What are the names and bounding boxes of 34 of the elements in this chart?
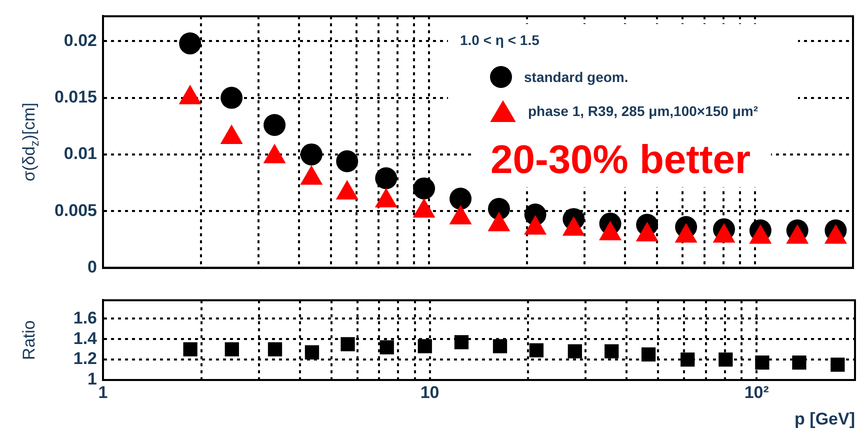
y-axis-title: Ratio bbox=[20, 320, 39, 360]
x-tick-label: 10² bbox=[744, 382, 770, 402]
point bbox=[680, 352, 695, 367]
legend-label: standard geom. bbox=[524, 69, 628, 86]
y-tick-label: 0 bbox=[88, 257, 97, 276]
y-tick-label: 0.01 bbox=[64, 144, 97, 164]
y-tick-label: 0.005 bbox=[54, 200, 97, 220]
x-tick-label: 10 bbox=[420, 382, 440, 402]
x-axis-title: p [GeV] bbox=[794, 409, 855, 428]
legend-title: 1.0 < η < 1.5 bbox=[460, 32, 540, 48]
point bbox=[380, 340, 394, 354]
point bbox=[604, 344, 619, 358]
point bbox=[340, 337, 355, 352]
y-axis-title: σ(δdz)[cm] bbox=[20, 102, 42, 182]
point bbox=[492, 339, 508, 354]
point bbox=[529, 343, 544, 358]
point bbox=[718, 352, 733, 367]
point bbox=[418, 339, 432, 354]
point bbox=[830, 358, 845, 372]
y-tick-label: 0.015 bbox=[54, 87, 97, 106]
point bbox=[454, 335, 469, 350]
annotation: 20-30% better bbox=[470, 134, 771, 188]
point bbox=[268, 342, 282, 356]
point bbox=[304, 345, 320, 360]
y-tick-label: 1.2 bbox=[73, 349, 97, 368]
legend-label: phase 1, R39, 285 μm,100×150 μm² bbox=[528, 103, 758, 120]
point bbox=[792, 356, 806, 370]
y-tick-label: 1 bbox=[88, 370, 97, 389]
y-tick-label: 1.6 bbox=[73, 308, 97, 328]
y-tick-label: 1.4 bbox=[73, 328, 98, 348]
point bbox=[641, 347, 656, 362]
point bbox=[568, 344, 582, 358]
y-tick-label: 0.02 bbox=[64, 30, 97, 50]
point bbox=[755, 356, 770, 370]
